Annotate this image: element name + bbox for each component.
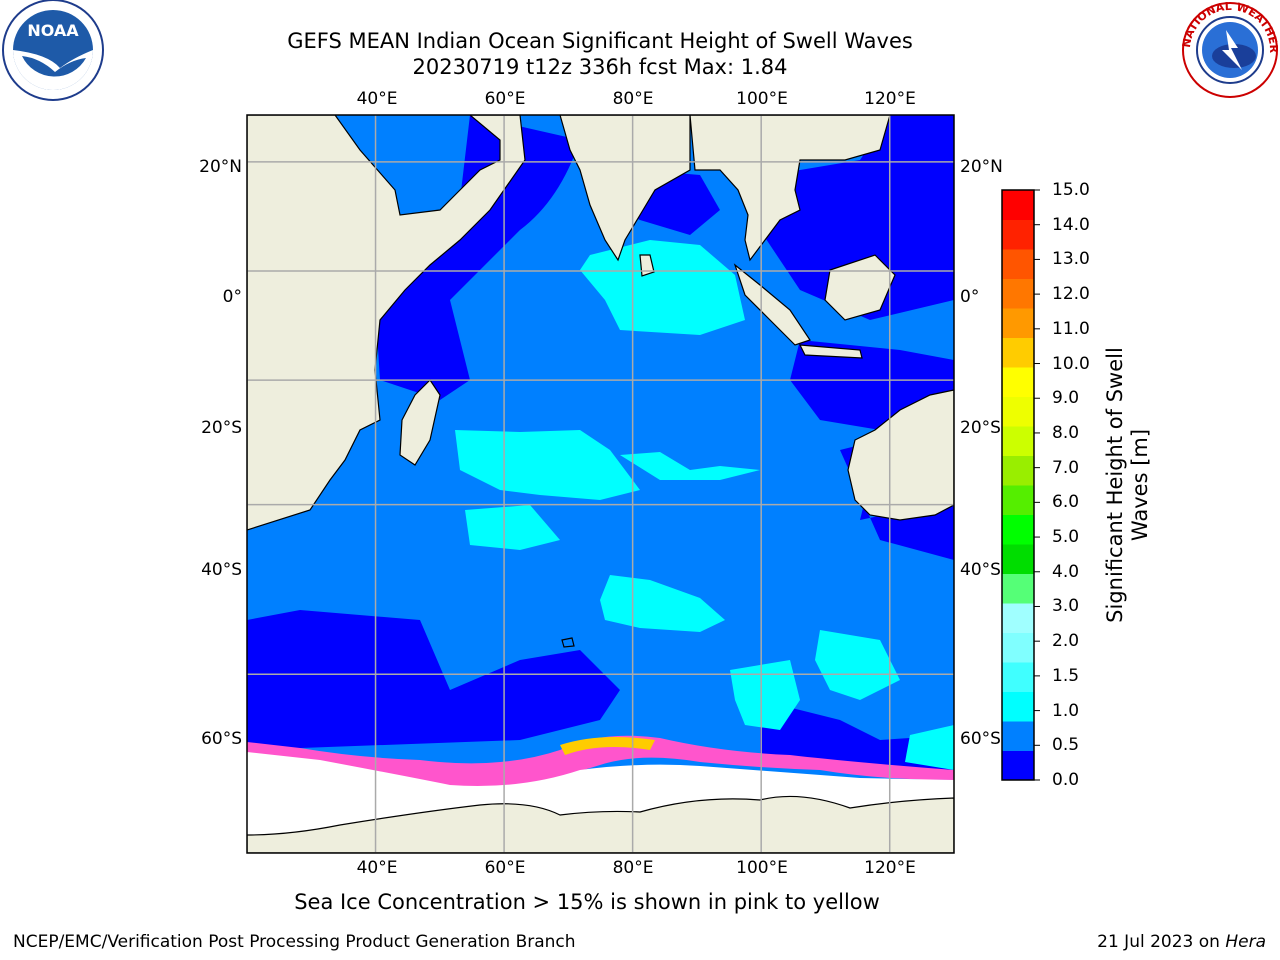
lon-label-bottom: 120°E	[864, 858, 916, 878]
colorbar-tick-label: 7.0	[1052, 457, 1080, 478]
footer-left: NCEP/EMC/Verification Post Processing Pr…	[13, 932, 576, 952]
lon-label-bottom: 60°E	[484, 858, 526, 878]
colorbar-segment	[1002, 190, 1034, 220]
colorbar-segments	[1002, 190, 1034, 781]
colorbar-segment	[1002, 603, 1034, 633]
mid-swell-regions	[455, 240, 954, 770]
lat-label-left: 20°N	[199, 157, 242, 177]
lon-label-top: 60°E	[484, 89, 526, 109]
colorbar-segment	[1002, 426, 1034, 456]
colorbar-segment	[1002, 278, 1034, 309]
colorbar-frame	[1001, 189, 1035, 781]
colorbar-tick-label: 11.0	[1052, 318, 1090, 339]
colorbar-segment	[1002, 249, 1034, 279]
lon-label-top: 100°E	[736, 89, 788, 109]
chart-subtitle: 20230719 t12z 336h fcst Max: 1.84	[412, 55, 788, 79]
national-weather-service-logo-icon: NATIONAL WEATHER SERVICE	[1178, 0, 1280, 98]
colorbar-tick-label: 14.0	[1052, 214, 1090, 235]
lon-label-top: 40°E	[356, 89, 398, 109]
low-swell-regions	[247, 115, 954, 775]
footer-machine: Hera	[1225, 932, 1266, 952]
lon-label-top: 80°E	[612, 89, 654, 109]
lon-label-bottom: 100°E	[736, 858, 788, 878]
colorbar-tick-label: 15.0	[1052, 180, 1090, 200]
colorbar-segment	[1002, 721, 1034, 751]
colorbar-tick-label: 8.0	[1052, 422, 1080, 443]
sea-ice-edge	[247, 735, 954, 790]
map-area	[247, 115, 954, 853]
colorbar-tick-label: 10.0	[1052, 353, 1090, 374]
sea-ice-caption: Sea Ice Concentration > 15% is shown in …	[294, 890, 880, 914]
lat-label-right: 0°	[960, 287, 980, 307]
colorbar-segment	[1002, 691, 1034, 722]
colorbar-tick-label: 0.0	[1052, 770, 1080, 790]
colorbar-tick-label: 1.0	[1052, 700, 1080, 721]
colorbar	[1001, 189, 1040, 781]
colorbar-segment	[1002, 219, 1034, 250]
lat-label-left: 0°	[222, 287, 242, 307]
lon-label-top: 120°E	[864, 89, 916, 109]
colorbar-segment	[1002, 750, 1034, 781]
colorbar-segment	[1002, 573, 1034, 604]
lon-label-bottom: 40°E	[356, 858, 398, 878]
colorbar-segment	[1002, 308, 1034, 338]
colorbar-tick-label: 0.5	[1052, 735, 1080, 756]
sea-ice-high	[560, 736, 655, 755]
footer-date: 21 Jul 2023 on	[1097, 932, 1226, 952]
colorbar-tick-label: 2.0	[1052, 631, 1080, 652]
colorbar-segment	[1002, 367, 1034, 397]
colorbar-tick-label: 13.0	[1052, 249, 1090, 270]
lon-label-bottom: 80°E	[612, 858, 654, 878]
colorbar-segment	[1002, 396, 1034, 427]
lat-label-right: 20°S	[960, 418, 1001, 438]
noaa-logo-text: NOAA	[27, 21, 79, 40]
colorbar-segment	[1002, 337, 1034, 368]
colorbar-segment	[1002, 632, 1034, 663]
island-outline	[561, 637, 575, 648]
gridlines	[247, 115, 954, 853]
colorbar-label: Significant Height of Swell Waves [m]	[1103, 347, 1152, 623]
lat-label-right: 40°S	[960, 560, 1001, 580]
lat-label-right: 20°N	[960, 157, 1003, 177]
colorbar-segment	[1002, 485, 1034, 515]
lat-label-left: 60°S	[201, 729, 242, 749]
lat-label-left: 40°S	[201, 560, 242, 580]
colorbar-tick-label: 1.5	[1052, 665, 1080, 686]
colorbar-tick-label: 4.0	[1052, 561, 1080, 582]
noaa-logo-icon: NOAA	[2, 0, 104, 101]
colorbar-segment	[1002, 514, 1034, 545]
colorbar-segment	[1002, 455, 1034, 486]
colorbar-tick-label: 9.0	[1052, 388, 1080, 409]
colorbar-segment	[1002, 544, 1034, 574]
colorbar-tick-label: 3.0	[1052, 596, 1080, 617]
lat-label-left: 20°S	[201, 418, 242, 438]
colorbar-tick-label: 6.0	[1052, 492, 1080, 513]
map-frame	[246, 114, 955, 854]
colorbar-tick-label: 12.0	[1052, 284, 1090, 305]
chart-title: GEFS MEAN Indian Ocean Significant Heigh…	[287, 29, 913, 53]
colorbar-segment	[1002, 662, 1034, 692]
footer-right: 21 Jul 2023 on Hera	[1097, 932, 1266, 952]
colorbar-tick-label: 5.0	[1052, 527, 1080, 548]
lat-label-right: 60°S	[960, 729, 1001, 749]
